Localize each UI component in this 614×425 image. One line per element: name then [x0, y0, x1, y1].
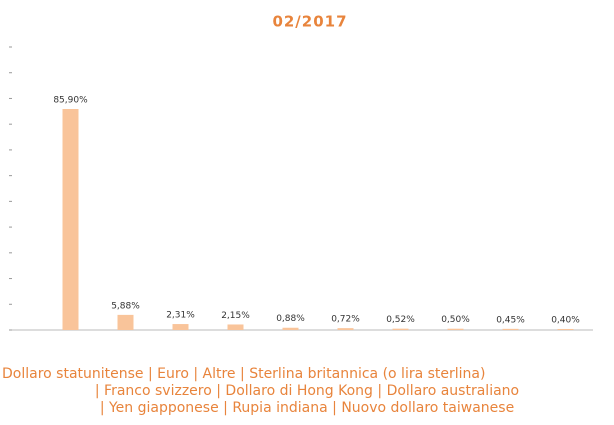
value-label: 85,90% — [53, 96, 88, 106]
bar — [557, 328, 574, 330]
value-label: 0,72% — [331, 315, 360, 325]
value-label: 0,45% — [496, 315, 525, 325]
bar — [227, 324, 244, 330]
category-name: Nuovo dollaro taiwanese — [341, 400, 515, 416]
bar — [282, 327, 299, 330]
category-name: Sterlina britannica (o lira sterlina) — [249, 366, 486, 382]
category-name: Altre — [202, 366, 236, 382]
category-name: Dollaro di Hong Kong — [225, 383, 373, 399]
value-label: 0,50% — [441, 315, 470, 325]
value-label: 2,31% — [166, 311, 195, 321]
caption-line: | Yen giapponese | Rupia indiana | Nuovo… — [99, 400, 515, 416]
bar — [502, 328, 519, 330]
category-name: Franco svizzero — [104, 383, 212, 399]
caption-line: | Franco svizzero | Dollaro di Hong Kong… — [94, 383, 520, 399]
value-label: 2,15% — [221, 311, 250, 321]
category-name: Euro — [157, 366, 189, 382]
value-label: 5,88% — [111, 301, 140, 311]
bar — [172, 324, 189, 330]
bar — [62, 109, 79, 331]
chart: 02/2017 85,90% 5,88% 2,31% 2,15% 0,88% 0,72% 0… — [9, 13, 593, 331]
bar — [337, 328, 354, 330]
value-label: 0,52% — [386, 315, 415, 325]
caption-line: Dollaro statunitense | Euro | Altre | St… — [2, 366, 486, 382]
category-name: Dollaro statunitense — [2, 366, 144, 382]
bar — [447, 328, 464, 330]
category-name: Dollaro australiano — [386, 383, 520, 399]
bar — [392, 328, 409, 330]
category-name: Rupia indiana — [232, 400, 328, 416]
value-label: 0,88% — [276, 314, 305, 324]
value-label: 0,40% — [551, 315, 580, 325]
category-name: Yen giapponese — [108, 400, 219, 416]
chart-title: 02/2017 — [272, 13, 347, 31]
category-list: Dollaro statunitense | Euro | Altre | St… — [0, 366, 614, 425]
bar — [117, 314, 134, 330]
